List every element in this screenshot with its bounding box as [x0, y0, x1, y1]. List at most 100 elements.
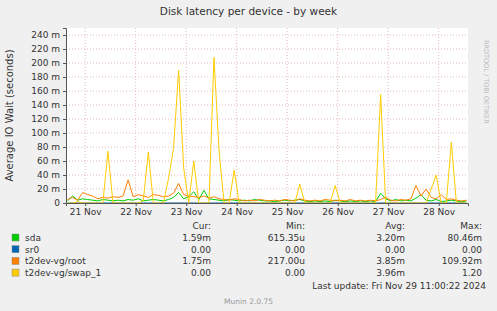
tick: 60 m [37, 156, 66, 166]
tick-label: 120 m [31, 114, 60, 124]
tick-label: 0 [54, 198, 60, 208]
legend-header: Avg: [385, 221, 405, 231]
grid-line [337, 28, 338, 203]
footer: Munin 2.0.75 [224, 297, 273, 306]
tick: 23 Nov [171, 203, 204, 217]
y-axis-title: Average IO Wait (seconds) [4, 49, 15, 181]
watermark: RRDTOOL / TOBI OETIKER [482, 40, 490, 124]
legend-stat: 3.96m [376, 268, 405, 278]
tick: 20 m [37, 184, 66, 194]
tick-label: 220 m [31, 44, 60, 54]
axis-line [63, 29, 67, 204]
legend-label: t2dev-vg/swap_1 [25, 268, 101, 278]
grid-line [287, 28, 288, 203]
legend-stat: 0.00 [191, 245, 211, 255]
tick: 0 [54, 198, 66, 208]
tick-mark [63, 77, 66, 78]
grid-line [186, 28, 187, 203]
legend-label: t2dev-vg/root [25, 256, 86, 266]
grid-line [66, 49, 468, 50]
background [0, 0, 497, 311]
tick: 25 Nov [272, 203, 305, 217]
tick-mark [388, 203, 389, 206]
tick-mark [63, 105, 66, 106]
tick-label: 60 m [37, 156, 60, 166]
tick: 27 Nov [373, 203, 406, 217]
tick: 28 Nov [423, 203, 456, 217]
legend-swatch [12, 269, 19, 276]
tick-mark [63, 147, 66, 148]
legend-stat: 217.00u [268, 256, 305, 266]
tick: 40 m [37, 170, 66, 180]
tick-mark [63, 119, 66, 120]
legend-stat: 0.00 [191, 268, 211, 278]
grid-line [388, 28, 389, 203]
tick-label: 25 Nov [272, 207, 305, 217]
tick-mark [63, 203, 66, 204]
grid-line [66, 161, 468, 162]
tick-mark [63, 35, 66, 36]
tick-mark [63, 175, 66, 176]
grid-line [66, 105, 468, 106]
tick: 160 m [31, 86, 66, 96]
tick: 240 m [31, 30, 66, 40]
grid-line [66, 63, 468, 64]
tick: 180 m [31, 72, 66, 82]
legend-label: sr0 [25, 245, 39, 255]
tick: 140 m [31, 100, 66, 110]
tick-mark [136, 203, 137, 206]
tick-mark [63, 49, 66, 50]
tick: 24 Nov [221, 203, 254, 217]
legend-swatch [12, 246, 19, 253]
tick-label: 28 Nov [423, 207, 456, 217]
legend-swatch [12, 234, 19, 241]
tick-label: 24 Nov [221, 207, 254, 217]
x-axis: 21 Nov 22 Nov 23 Nov 24 Nov 25 Nov 26 Nov 27 N… [67, 203, 469, 217]
legend-stat: 0.00 [462, 245, 482, 255]
tick: 200 m [31, 58, 66, 68]
legend-stat: 0.00 [385, 245, 405, 255]
legend-stat: 109.92m [442, 256, 482, 266]
legend-stat: 0.00 [285, 268, 305, 278]
grid-line [66, 175, 468, 176]
legend-stat: 1.59m [182, 233, 211, 243]
tick-label: 200 m [31, 58, 60, 68]
tick-label: 180 m [31, 72, 60, 82]
grid-line [66, 119, 468, 120]
legend-stat: 80.46m [447, 233, 482, 243]
grid [66, 28, 468, 203]
tick: 22 Nov [120, 203, 153, 217]
tick-label: 23 Nov [171, 207, 204, 217]
series-group [68, 57, 467, 203]
tick-label: 22 Nov [120, 207, 153, 217]
axis-line [67, 204, 469, 207]
legend-stat: 1.20 [462, 268, 482, 278]
grid-line [236, 28, 237, 203]
plot-area [66, 28, 468, 203]
tick: 100 m [31, 128, 66, 138]
tick-mark [63, 133, 66, 134]
grid-line [66, 189, 468, 190]
legend-swatch [12, 257, 19, 264]
tick-label: 21 Nov [70, 207, 103, 217]
series-line [68, 57, 467, 203]
grid-line [85, 28, 86, 203]
tick-mark [63, 161, 66, 162]
chart: 21 Nov 22 Nov 23 Nov 24 Nov 25 Nov 26 Nov 27 N… [0, 0, 497, 311]
tick-mark [439, 203, 440, 206]
tick: 21 Nov [70, 203, 103, 217]
tick-mark [287, 203, 288, 206]
tick-label: 160 m [31, 86, 60, 96]
tick: 120 m [31, 114, 66, 124]
y-axis: 020 m40 m60 m80 m100 m120 m140 m160 m180… [31, 29, 66, 209]
legend-stat: 3.85m [376, 256, 405, 266]
tick-label: 100 m [31, 128, 60, 138]
legend-header: Max: [460, 221, 482, 231]
legend-header: Cur: [192, 221, 211, 231]
grid-line [66, 133, 468, 134]
grid-line [66, 91, 468, 92]
tick-label: 240 m [31, 30, 60, 40]
tick: 26 Nov [322, 203, 355, 217]
tick-mark [186, 203, 187, 206]
legend-stat: 615.35u [268, 233, 305, 243]
